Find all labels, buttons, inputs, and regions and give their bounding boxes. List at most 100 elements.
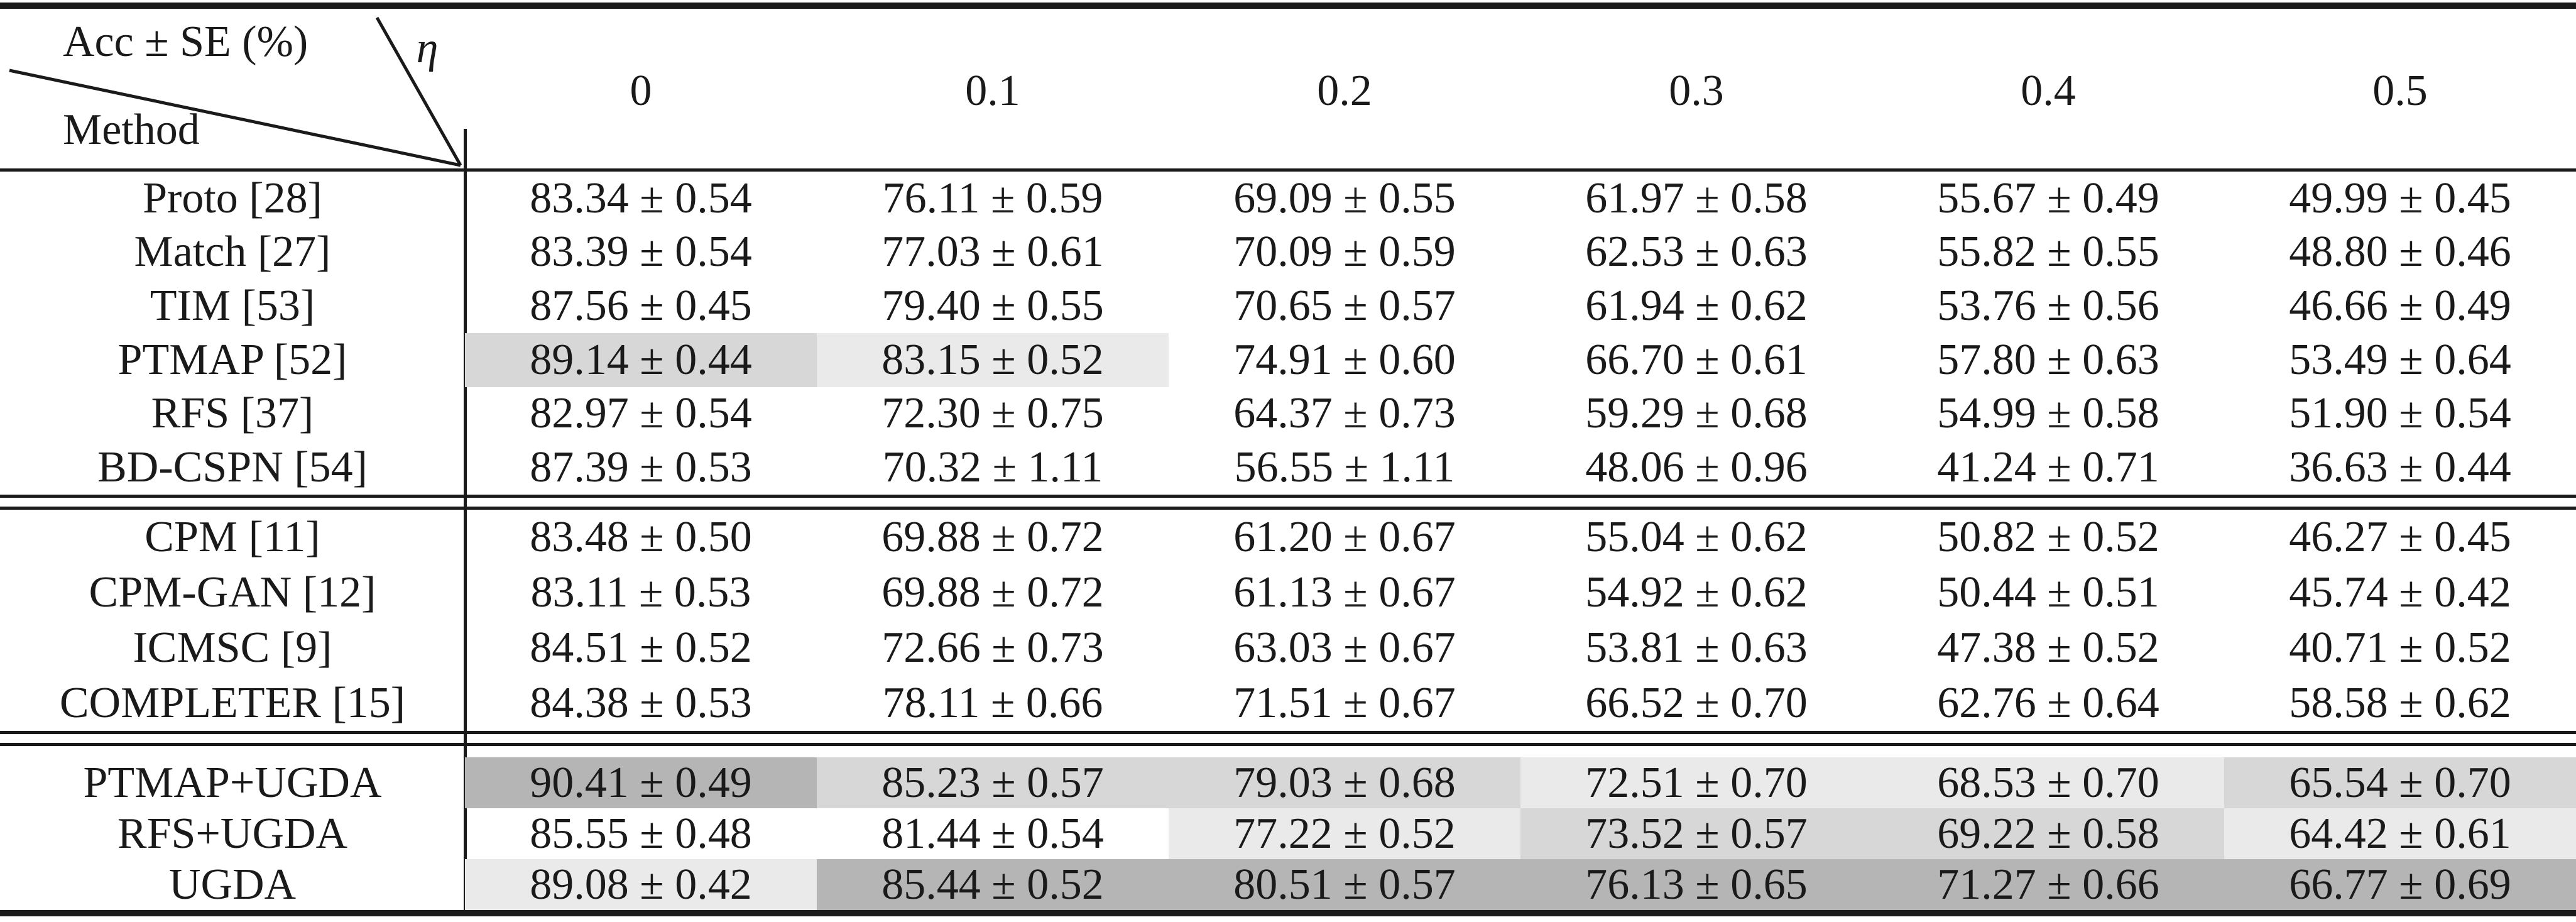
value-cell: 83.11 ± 0.53 — [530, 568, 751, 617]
value-cell: 73.52 ± 0.57 — [1520, 808, 1872, 859]
value-cell: 69.22 ± 0.58 — [1872, 808, 2224, 859]
value-cell: 61.20 ± 0.67 — [1233, 513, 1456, 561]
value-cell: 77.03 ± 0.61 — [881, 228, 1104, 277]
value-cell: 62.76 ± 0.64 — [1937, 679, 2159, 727]
value-cell: 71.51 ± 0.67 — [1233, 679, 1456, 727]
eta-column-header: 0.2 — [1317, 67, 1372, 115]
baseline-methods-group: Proto [28] 83.34 ± 0.54 76.11 ± 0.59 69.09 … — [0, 172, 2576, 495]
eta-column-header: 0.1 — [965, 67, 1020, 115]
value-cell: 61.13 ± 0.67 — [1233, 568, 1456, 617]
value-cell: 50.44 ± 0.51 — [1937, 568, 2159, 617]
value-cell: 83.48 ± 0.50 — [530, 513, 752, 561]
method-cell: UGDA — [168, 860, 297, 909]
eta-column-header: 0.3 — [1669, 67, 1724, 115]
method-cell: CPM [11] — [145, 513, 320, 561]
value-cell: 89.14 ± 0.44 — [465, 332, 817, 387]
group-separator-rule — [0, 743, 2576, 746]
value-cell: 66.70 ± 0.61 — [1585, 335, 1808, 384]
method-column-separator-rule — [464, 129, 467, 910]
value-cell: 79.40 ± 0.55 — [881, 282, 1104, 331]
group-separator-rule — [0, 731, 2576, 734]
value-cell: 68.53 ± 0.70 — [1872, 757, 2224, 808]
value-cell: 81.44 ± 0.54 — [881, 809, 1104, 858]
value-cell: 48.06 ± 0.96 — [1585, 443, 1808, 492]
value-cell: 70.65 ± 0.57 — [1233, 282, 1456, 331]
ugda-methods-group: PTMAP+UGDA 90.41 ± 0.49 85.23 ± 0.57 79.03 … — [0, 757, 2576, 910]
method-cell: Match [27] — [134, 228, 331, 277]
value-cell: 61.94 ± 0.62 — [1585, 282, 1808, 331]
method-cell: PTMAP+UGDA — [83, 758, 382, 807]
value-cell: 63.03 ± 0.67 — [1233, 623, 1456, 672]
value-cell: 83.15 ± 0.52 — [817, 332, 1169, 387]
value-cell: 55.04 ± 0.62 — [1585, 513, 1808, 561]
value-cell: 54.99 ± 0.58 — [1937, 389, 2159, 438]
value-cell: 70.09 ± 0.59 — [1233, 228, 1456, 277]
value-cell: 53.76 ± 0.56 — [1937, 282, 2159, 331]
value-cell: 74.91 ± 0.60 — [1233, 335, 1456, 384]
value-cell: 48.80 ± 0.46 — [2289, 228, 2511, 277]
value-cell: 51.90 ± 0.54 — [2289, 389, 2511, 438]
bottom-rule — [0, 910, 2576, 916]
value-cell: 46.27 ± 0.45 — [2289, 513, 2511, 561]
top-rule — [0, 3, 2576, 9]
method-cell: Proto [28] — [143, 173, 322, 222]
value-cell: 90.41 ± 0.49 — [465, 757, 817, 808]
value-cell: 40.71 ± 0.52 — [2289, 623, 2511, 672]
method-cell: CPM-GAN [12] — [89, 568, 376, 617]
value-cell: 83.39 ± 0.54 — [530, 228, 752, 277]
value-cell: 72.30 ± 0.75 — [881, 389, 1104, 438]
method-cell: ICMSC [9] — [133, 623, 332, 672]
method-cell: TIM [53] — [150, 282, 315, 331]
eta-column-header: 0 — [630, 67, 652, 115]
value-cell: 58.58 ± 0.62 — [2289, 679, 2511, 727]
value-cell: 82.97 ± 0.54 — [530, 389, 752, 438]
value-cell: 53.81 ± 0.63 — [1585, 623, 1808, 672]
value-cell: 84.51 ± 0.52 — [530, 623, 752, 672]
method-cell: RFS [37] — [151, 389, 314, 438]
value-cell: 76.13 ± 0.65 — [1520, 859, 1872, 910]
value-cell: 55.67 ± 0.49 — [1937, 173, 2159, 222]
value-cell: 53.49 ± 0.64 — [2289, 335, 2511, 384]
value-cell: 46.66 ± 0.49 — [2289, 282, 2511, 331]
value-cell: 64.37 ± 0.73 — [1233, 389, 1456, 438]
corner-eta-label: η — [416, 24, 439, 72]
value-cell: 41.24 ± 0.71 — [1937, 443, 2159, 492]
value-cell: 36.63 ± 0.44 — [2289, 443, 2511, 492]
value-cell: 66.52 ± 0.70 — [1585, 679, 1808, 727]
value-cell: 77.22 ± 0.52 — [1169, 808, 1520, 859]
value-cell: 72.66 ± 0.73 — [881, 623, 1104, 672]
corner-method-label: Method — [63, 106, 200, 154]
header-separator-rule — [0, 168, 2576, 172]
value-cell: 79.03 ± 0.68 — [1169, 757, 1520, 808]
value-cell: 49.99 ± 0.45 — [2289, 173, 2511, 222]
value-cell: 85.55 ± 0.48 — [530, 809, 752, 858]
group-separator-rule — [0, 495, 2576, 498]
value-cell: 65.54 ± 0.70 — [2224, 757, 2576, 808]
method-cell: BD-CSPN [54] — [97, 443, 368, 492]
group-separator-rule — [0, 507, 2576, 510]
method-cell: COMPLETER [15] — [59, 679, 406, 727]
method-cell: RFS+UGDA — [117, 809, 348, 858]
value-cell: 54.92 ± 0.62 — [1585, 568, 1808, 617]
value-cell: 80.51 ± 0.57 — [1169, 859, 1520, 910]
value-cell: 59.29 ± 0.68 — [1585, 389, 1808, 438]
corner-acc-se-label: Acc ± SE (%) — [63, 18, 308, 66]
value-cell: 70.32 ± 1.11 — [882, 443, 1103, 492]
value-cell: 66.77 ± 0.69 — [2224, 859, 2576, 910]
value-cell: 84.38 ± 0.53 — [530, 679, 752, 727]
value-cell: 56.55 ± 1.11 — [1234, 443, 1455, 492]
value-cell: 47.38 ± 0.52 — [1937, 623, 2159, 672]
value-cell: 78.11 ± 0.66 — [882, 679, 1103, 727]
value-cell: 71.27 ± 0.66 — [1872, 859, 2224, 910]
value-cell: 89.08 ± 0.42 — [465, 859, 817, 910]
value-cell: 76.11 ± 0.59 — [882, 173, 1103, 222]
eta-column-header: 0.4 — [2021, 67, 2076, 115]
method-cell: PTMAP [52] — [117, 335, 347, 384]
value-cell: 45.74 ± 0.42 — [2289, 568, 2511, 617]
multiview-methods-group: CPM [11] 83.48 ± 0.50 69.88 ± 0.72 61.20 ± … — [0, 510, 2576, 731]
value-cell: 69.09 ± 0.55 — [1233, 173, 1456, 222]
value-cell: 57.80 ± 0.63 — [1937, 335, 2159, 384]
value-cell: 87.39 ± 0.53 — [530, 443, 752, 492]
value-cell: 50.82 ± 0.52 — [1937, 513, 2159, 561]
